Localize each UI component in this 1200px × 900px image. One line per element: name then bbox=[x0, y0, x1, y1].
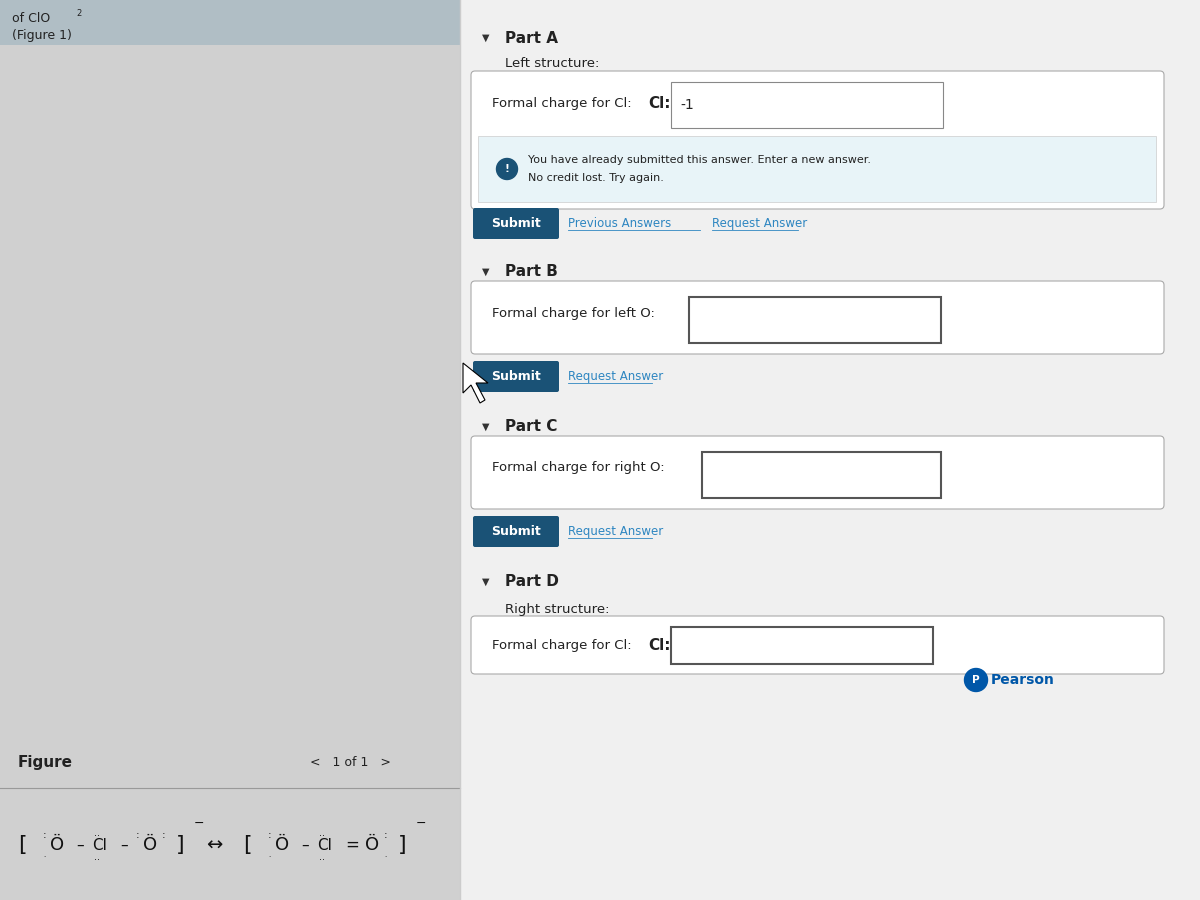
Polygon shape bbox=[463, 363, 488, 403]
Text: :: : bbox=[162, 830, 166, 840]
Text: Figure: Figure bbox=[18, 754, 73, 770]
Text: −: − bbox=[416, 816, 426, 830]
Text: Request Answer: Request Answer bbox=[712, 217, 808, 230]
FancyBboxPatch shape bbox=[470, 436, 1164, 509]
Text: :: : bbox=[268, 830, 271, 840]
FancyBboxPatch shape bbox=[473, 516, 559, 547]
FancyBboxPatch shape bbox=[470, 281, 1164, 354]
Text: -1: -1 bbox=[680, 98, 694, 112]
Text: Cl:: Cl: bbox=[648, 95, 671, 111]
Text: [: [ bbox=[244, 835, 252, 855]
Text: of ClO: of ClO bbox=[12, 12, 50, 24]
Text: ]: ] bbox=[176, 835, 185, 855]
FancyBboxPatch shape bbox=[470, 71, 1164, 209]
Text: :: : bbox=[136, 830, 139, 840]
Circle shape bbox=[965, 669, 988, 691]
Text: 2: 2 bbox=[76, 8, 82, 17]
FancyBboxPatch shape bbox=[460, 0, 1200, 900]
FancyBboxPatch shape bbox=[671, 627, 934, 664]
Text: :: : bbox=[384, 830, 388, 840]
Text: Ö: Ö bbox=[275, 836, 289, 854]
Text: [: [ bbox=[18, 835, 26, 855]
Text: ▼: ▼ bbox=[482, 422, 490, 432]
Text: –: – bbox=[301, 838, 308, 852]
Text: Left structure:: Left structure: bbox=[505, 57, 599, 69]
Text: Pearson: Pearson bbox=[991, 673, 1055, 687]
Text: ..: .. bbox=[319, 852, 325, 862]
Text: Ö: Ö bbox=[50, 836, 64, 854]
Text: :: : bbox=[43, 830, 47, 840]
Text: Request Answer: Request Answer bbox=[568, 525, 664, 538]
Text: Cl: Cl bbox=[317, 838, 332, 852]
FancyBboxPatch shape bbox=[0, 0, 460, 900]
FancyBboxPatch shape bbox=[0, 0, 460, 45]
Text: ]: ] bbox=[398, 835, 407, 855]
Text: !: ! bbox=[504, 164, 510, 174]
Text: ..: .. bbox=[94, 828, 100, 838]
Text: Right structure:: Right structure: bbox=[505, 602, 610, 616]
Text: You have already submitted this answer. Enter a new answer.: You have already submitted this answer. … bbox=[528, 155, 871, 165]
Text: Cl:: Cl: bbox=[648, 637, 671, 652]
Text: ↔: ↔ bbox=[206, 835, 222, 854]
FancyBboxPatch shape bbox=[702, 452, 941, 498]
Text: P: P bbox=[972, 675, 980, 685]
Text: .: . bbox=[43, 852, 46, 858]
Text: <   1 of 1   >: < 1 of 1 > bbox=[310, 755, 391, 769]
Text: Part D: Part D bbox=[505, 574, 559, 590]
Text: Submit: Submit bbox=[491, 370, 541, 383]
Text: ..: .. bbox=[319, 828, 325, 838]
Text: Formal charge for left O:: Formal charge for left O: bbox=[492, 307, 655, 320]
Text: Submit: Submit bbox=[491, 525, 541, 538]
Text: Formal charge for right O:: Formal charge for right O: bbox=[492, 462, 665, 474]
Text: Previous Answers: Previous Answers bbox=[568, 217, 671, 230]
Text: Cl: Cl bbox=[92, 838, 107, 852]
Text: Part A: Part A bbox=[505, 31, 558, 46]
FancyBboxPatch shape bbox=[473, 361, 559, 392]
Text: .: . bbox=[268, 852, 270, 858]
Text: Ö: Ö bbox=[143, 836, 157, 854]
Text: –: – bbox=[120, 838, 127, 852]
Text: −: − bbox=[194, 816, 204, 830]
FancyBboxPatch shape bbox=[689, 297, 941, 343]
Text: ▼: ▼ bbox=[482, 33, 490, 43]
Text: Part B: Part B bbox=[505, 265, 558, 280]
Text: =: = bbox=[346, 836, 359, 854]
Text: (Figure 1): (Figure 1) bbox=[12, 29, 72, 41]
Text: ..: .. bbox=[94, 852, 100, 862]
Text: Formal charge for Cl:: Formal charge for Cl: bbox=[492, 638, 631, 652]
Text: Submit: Submit bbox=[491, 217, 541, 230]
FancyBboxPatch shape bbox=[470, 616, 1164, 674]
Text: –: – bbox=[76, 838, 84, 852]
Text: ▼: ▼ bbox=[482, 577, 490, 587]
FancyBboxPatch shape bbox=[671, 82, 943, 128]
Text: Request Answer: Request Answer bbox=[568, 370, 664, 383]
Text: No credit lost. Try again.: No credit lost. Try again. bbox=[528, 173, 664, 183]
Circle shape bbox=[497, 158, 517, 179]
Text: .: . bbox=[384, 852, 386, 858]
Text: Ö: Ö bbox=[365, 836, 379, 854]
FancyBboxPatch shape bbox=[473, 208, 559, 239]
Text: Formal charge for Cl:: Formal charge for Cl: bbox=[492, 96, 631, 110]
FancyBboxPatch shape bbox=[478, 136, 1156, 202]
Text: Part C: Part C bbox=[505, 419, 557, 435]
Text: ▼: ▼ bbox=[482, 267, 490, 277]
